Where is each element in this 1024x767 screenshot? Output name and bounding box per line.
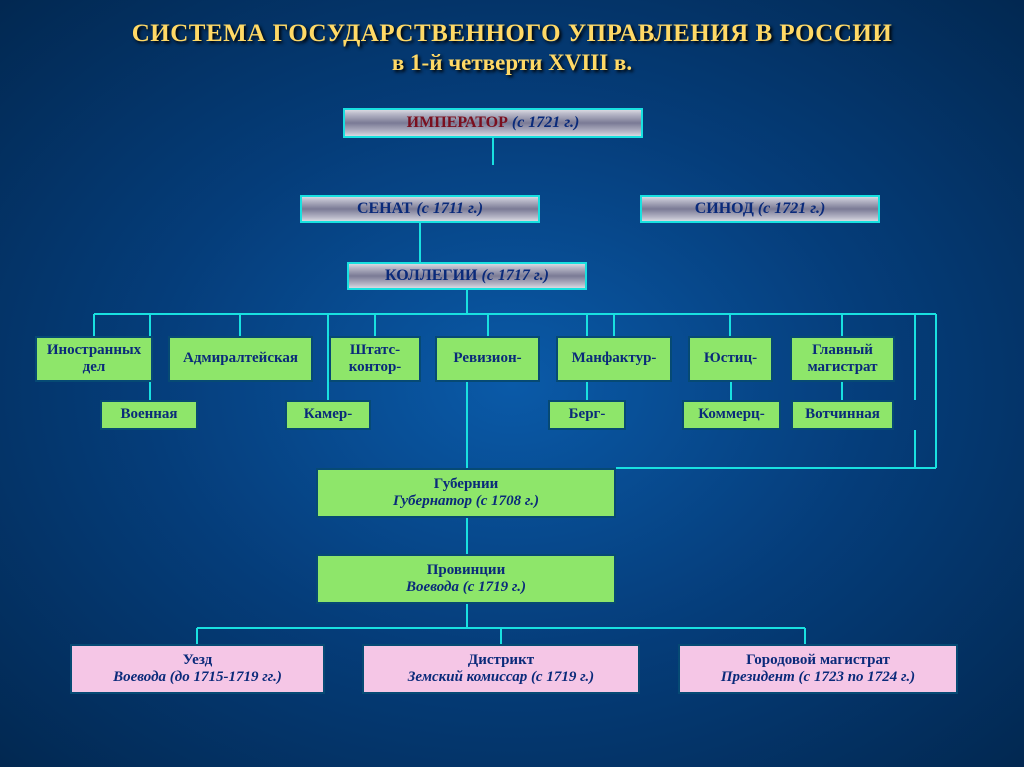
node-synod: СИНОД (с 1721 г.) [640,195,880,223]
node-revizion: Ревизион- [435,336,540,382]
node-kollegii: КОЛЛЕГИИ (с 1717 г.) [347,262,587,290]
node-distrikt: Дистрикт Земский комиссар (с 1719 г.) [362,644,640,694]
node-gubernii: Губернии Губернатор (с 1708 г.) [316,468,616,518]
node-voennaya: Военная [100,400,198,430]
node-yustits: Юстиц- [688,336,773,382]
node-glavny-magistrat: Главныймагистрат [790,336,895,382]
node-kommerts: Коммерц- [682,400,781,430]
node-manfaktur: Манфактур- [556,336,672,382]
node-votchinnaya: Вотчинная [791,400,894,430]
node-provincii: Провинции Воевода (с 1719 г.) [316,554,616,604]
node-kamer: Камер- [285,400,371,430]
diagram-title: СИСТЕМА ГОСУДАРСТВЕННОГО УПРАВЛЕНИЯ В РО… [0,0,1024,76]
node-inostrannyh-del: Иностранных дел [35,336,153,382]
node-admiralteyskaya: Адмиралтейская [168,336,313,382]
title-line-2: в 1-й четверти XVIII в. [0,50,1024,76]
node-senate: СЕНАТ (с 1711 г.) [300,195,540,223]
node-emperor: ИМПЕРАТОР (с 1721 г.) [343,108,643,138]
node-berg: Берг- [548,400,626,430]
title-line-1: СИСТЕМА ГОСУДАРСТВЕННОГО УПРАВЛЕНИЯ В РО… [0,20,1024,48]
node-shtats-kontor: Штатс-контор- [329,336,421,382]
node-gorodovoy-magistrat: Городовой магистрат Президент (с 1723 по… [678,644,958,694]
node-uezd: Уезд Воевода (до 1715-1719 гг.) [70,644,325,694]
